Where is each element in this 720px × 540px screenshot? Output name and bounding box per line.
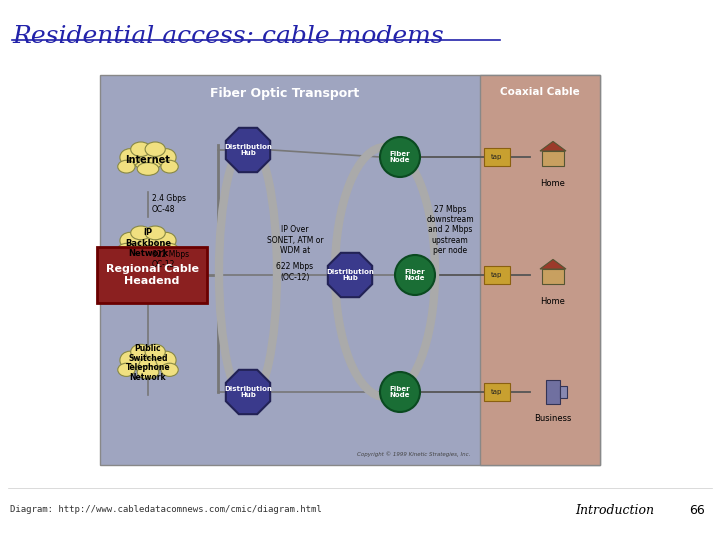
- Circle shape: [380, 372, 420, 412]
- Ellipse shape: [133, 231, 163, 253]
- Ellipse shape: [120, 148, 140, 166]
- Ellipse shape: [156, 232, 176, 249]
- Text: Fiber
Node: Fiber Node: [405, 269, 426, 281]
- Text: Fiber
Node: Fiber Node: [390, 386, 410, 399]
- Text: 622 Mbps
OC-12: 622 Mbps OC-12: [152, 250, 189, 269]
- Text: 622 Mbps
(OC-12): 622 Mbps (OC-12): [276, 262, 314, 282]
- Circle shape: [380, 137, 420, 177]
- Ellipse shape: [133, 350, 163, 374]
- Text: Fiber Optic Transport: Fiber Optic Transport: [210, 87, 359, 100]
- Text: Home: Home: [541, 179, 565, 188]
- Text: 27 Mbps
downstream
and 2 Mbps
upstream
per node: 27 Mbps downstream and 2 Mbps upstream p…: [426, 205, 474, 255]
- Circle shape: [395, 255, 435, 295]
- Text: IP
Backbone
Network: IP Backbone Network: [125, 228, 171, 258]
- Text: Business: Business: [534, 414, 572, 423]
- Text: Distribution
Hub: Distribution Hub: [224, 144, 272, 156]
- Ellipse shape: [156, 351, 176, 369]
- Ellipse shape: [161, 363, 179, 376]
- Text: Regional Cable
Headend: Regional Cable Headend: [106, 264, 199, 286]
- Polygon shape: [540, 141, 566, 151]
- Ellipse shape: [131, 142, 151, 157]
- FancyBboxPatch shape: [560, 386, 567, 399]
- Text: Distribution
Hub: Distribution Hub: [224, 386, 272, 399]
- Ellipse shape: [118, 363, 135, 376]
- Ellipse shape: [131, 345, 151, 359]
- Polygon shape: [328, 253, 372, 297]
- Polygon shape: [540, 259, 566, 269]
- FancyBboxPatch shape: [484, 383, 510, 401]
- Text: Home: Home: [541, 297, 565, 306]
- Text: tap: tap: [491, 272, 503, 278]
- Text: tap: tap: [491, 389, 503, 395]
- Ellipse shape: [156, 148, 176, 166]
- Ellipse shape: [131, 226, 151, 240]
- FancyBboxPatch shape: [484, 266, 510, 284]
- FancyBboxPatch shape: [542, 151, 564, 166]
- FancyBboxPatch shape: [484, 148, 510, 166]
- Ellipse shape: [138, 246, 159, 258]
- Text: IP Over
SONET, ATM or
WDM at: IP Over SONET, ATM or WDM at: [266, 225, 323, 255]
- Text: 2.4 Gbps
OC-48: 2.4 Gbps OC-48: [152, 194, 186, 214]
- Text: Introduction: Introduction: [575, 503, 654, 516]
- Polygon shape: [226, 128, 270, 172]
- Ellipse shape: [118, 244, 135, 255]
- Ellipse shape: [133, 147, 163, 171]
- Text: tap: tap: [491, 154, 503, 160]
- FancyBboxPatch shape: [546, 380, 560, 404]
- Ellipse shape: [145, 345, 166, 359]
- Polygon shape: [226, 370, 270, 414]
- Text: Residential access: cable modems: Residential access: cable modems: [12, 25, 444, 48]
- Ellipse shape: [161, 244, 179, 255]
- Text: Fiber
Node: Fiber Node: [390, 151, 410, 163]
- Text: Internet: Internet: [125, 155, 171, 165]
- Ellipse shape: [118, 160, 135, 173]
- Ellipse shape: [161, 160, 179, 173]
- Ellipse shape: [138, 366, 159, 379]
- Ellipse shape: [120, 232, 140, 249]
- FancyBboxPatch shape: [542, 269, 564, 284]
- Text: 66: 66: [689, 503, 705, 516]
- Text: Copyright © 1999 Kinetic Strategies, Inc.: Copyright © 1999 Kinetic Strategies, Inc…: [356, 451, 470, 457]
- Text: Public
Switched
Telephone
Network: Public Switched Telephone Network: [126, 344, 171, 382]
- Text: Coaxial Cable: Coaxial Cable: [500, 87, 580, 97]
- FancyBboxPatch shape: [97, 247, 207, 303]
- FancyBboxPatch shape: [100, 75, 600, 465]
- Text: Diagram: http://www.cabledatacomnews.com/cmic/diagram.html: Diagram: http://www.cabledatacomnews.com…: [10, 505, 322, 515]
- Ellipse shape: [138, 163, 159, 176]
- Text: Distribution
Hub: Distribution Hub: [326, 269, 374, 281]
- Ellipse shape: [120, 351, 140, 369]
- FancyBboxPatch shape: [480, 75, 600, 465]
- Ellipse shape: [145, 226, 166, 240]
- Ellipse shape: [145, 142, 166, 157]
